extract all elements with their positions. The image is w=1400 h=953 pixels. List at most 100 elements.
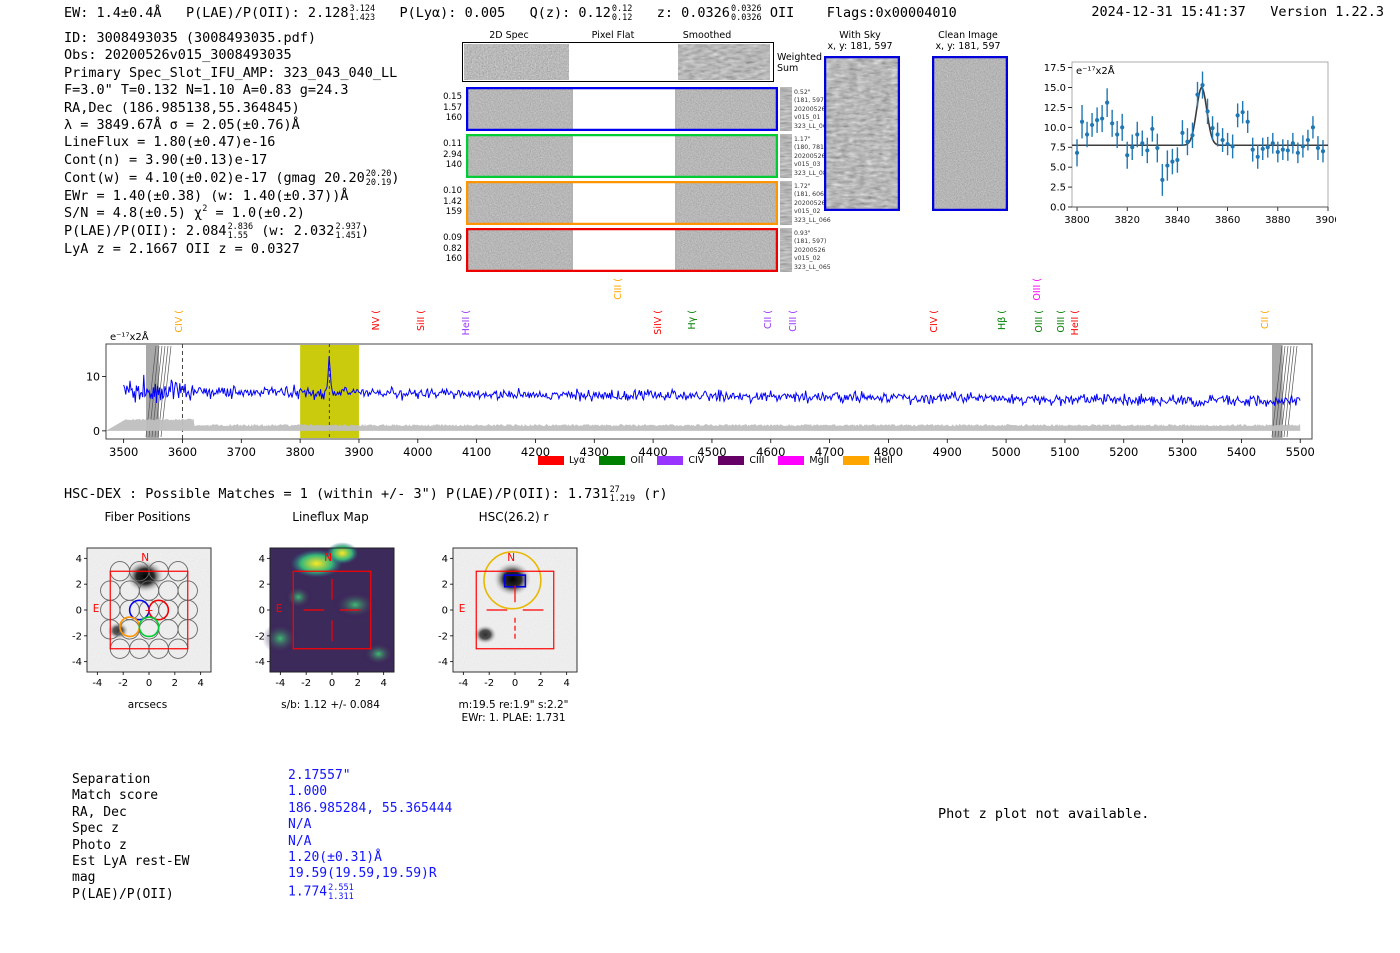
svg-text:-4: -4 (458, 678, 468, 689)
image-panel-title: Lineflux Map (292, 510, 369, 524)
svg-text:5.0: 5.0 (1050, 163, 1066, 174)
svg-text:3800: 3800 (285, 445, 314, 459)
svg-text:3800: 3800 (1064, 215, 1089, 226)
svg-text:4300: 4300 (580, 445, 609, 459)
svg-text:E: E (93, 603, 100, 615)
svg-text:5400: 5400 (1227, 445, 1256, 459)
svg-text:0: 0 (512, 678, 518, 689)
svg-text:7.5: 7.5 (1050, 143, 1066, 154)
svg-text:N: N (324, 552, 332, 564)
emission-line-label: SiIV ( (652, 310, 664, 335)
spec2d-title-smoothed: Smoothed (682, 30, 732, 41)
image-panel-plot: N E -4 -2 0 2 4 4 2 0 -2 -4 (255, 542, 395, 689)
qz-value: 0.12 (578, 4, 611, 21)
legend-swatch (599, 456, 626, 465)
version: Version 1.22.3 (1270, 4, 1384, 20)
param-obs: Obs: 20200526v015_3008493035 (64, 47, 292, 64)
fiber-left-stat: 0.10 (443, 186, 462, 196)
svg-text:4: 4 (442, 554, 448, 565)
svg-text:3880: 3880 (1265, 215, 1290, 226)
svg-text:0: 0 (76, 606, 82, 617)
fiber-2d-spectrum (466, 181, 778, 225)
z-hi: 0.0326 (730, 4, 762, 14)
svg-text:2.5: 2.5 (1050, 183, 1066, 194)
legend-label: OII (630, 455, 644, 466)
fiber-right-meta: 0.93" (794, 230, 811, 237)
svg-text:4: 4 (563, 678, 569, 689)
fiber-right-meta: (181, 597) (794, 97, 827, 105)
match-key: Spec z (72, 821, 119, 837)
svg-text:5100: 5100 (1050, 445, 1079, 459)
emission-line-label: CIII ( (612, 278, 624, 300)
svg-text:-2: -2 (255, 631, 265, 642)
match-value: 186.985284, 55.365444 (288, 800, 453, 816)
fiber-right-meta: v015_02 (794, 208, 821, 216)
plae-label: P(LAE)/P(OII): (185, 4, 300, 21)
legend-item: Lyα (538, 455, 585, 466)
param-specslot: Primary Spec_Slot_IFU_AMP: 323_043_040_L… (64, 64, 398, 81)
flags-value: Flags:0x00004010 (826, 4, 957, 21)
spec2d-title-2dspec: 2D Spec (489, 30, 529, 41)
fiber-right-meta: v015_01 (794, 114, 821, 122)
param-sn: S/N = 4.8(±0.5) χ2 = 1.0(±0.2) (64, 205, 399, 222)
qz-hi: 0.12 (611, 4, 633, 14)
svg-text:2: 2 (259, 580, 265, 591)
svg-text:0.0: 0.0 (1050, 203, 1066, 214)
param-seeing: F=3.0" T=0.132 N=1.10 A=0.83 g=24.3 (64, 82, 349, 99)
z-type: OII (769, 4, 795, 21)
cutout-image (932, 56, 1008, 211)
hsc-match-line: HSC-DEX : Possible Matches = 1 (within +… (64, 485, 668, 504)
fiber-left-stat: 1.57 (443, 102, 462, 113)
legend-label: HeII (874, 455, 893, 466)
param-ewr: EWr = 1.40(±0.38) (w: 1.40(±0.37))Å (64, 187, 349, 204)
fiber-2d-spectrum (466, 87, 778, 131)
ew-label: EW: (64, 4, 89, 21)
svg-text:2: 2 (442, 580, 448, 591)
fiber-left-stat: 0.15 (443, 92, 462, 102)
emission-line-plot: 0.0 2.5 5.0 7.5 10.0 12.5 15.0 17.5 3800 3820 3840… (1026, 52, 1341, 247)
emission-line-label: Hγ ( (687, 310, 699, 330)
match-value-text: 1.774 (288, 884, 328, 900)
legend-item: MgII (778, 455, 829, 466)
svg-text:2: 2 (172, 678, 178, 689)
svg-text:3900: 3900 (1315, 215, 1336, 226)
fiber-right-meta: 323_LL_085 (794, 169, 831, 177)
legend-label: CIII (749, 455, 765, 466)
svg-text:3900: 3900 (344, 445, 373, 459)
detection-parameters: ID: 3008493035 (3008493035.pdf) Obs: 202… (64, 30, 399, 258)
param-cont-w: Cont(w) = 4.10(±0.02)e-17 (gmag 20.20 20.… (64, 169, 399, 188)
fiber-right-meta: 1.72" (794, 183, 811, 190)
emission-line-label: CIV ( (173, 310, 185, 333)
match-key: Photo z (72, 837, 127, 853)
svg-text:4: 4 (259, 554, 265, 565)
ew-value: 1.4±0.4Å (96, 4, 162, 21)
plae-value: 2.128 (307, 4, 349, 21)
match-key: RA, Dec (72, 804, 127, 820)
svg-text:3820: 3820 (1114, 215, 1139, 226)
image-panel-plot: N E -4 -2 0 2 4 4 2 0 -2 -4 (438, 547, 578, 689)
fiber-weighted-strip (780, 228, 792, 272)
svg-text:-2: -2 (438, 631, 448, 642)
svg-text:3860: 3860 (1215, 215, 1240, 226)
fiber-weighted-strip (780, 87, 792, 131)
svg-text:-2: -2 (118, 678, 128, 689)
fiber-right-meta: v015_03 (794, 161, 821, 169)
legend-label: CIV (688, 455, 705, 466)
svg-text:N: N (507, 552, 515, 564)
match-value: N/A (288, 833, 312, 849)
full-spectrum-plot: 0 10 3500 3600 3700 3800 3900 4000 4100 4200 4300 4… (78, 272, 1318, 472)
image-panel-caption: m:19.5 re:1.9" s:2.2" (458, 699, 569, 711)
emission-line-label: CII ( (763, 310, 774, 329)
cutout-title: With Sky (839, 30, 881, 41)
fiber-right-meta: 20200526 (794, 246, 826, 254)
emission-line-chart: 0.0 2.5 5.0 7.5 10.0 12.5 15.0 17.5 3800 3820 3840… (1044, 61, 1341, 226)
param-id: ID: 3008493035 (3008493035.pdf) (64, 30, 316, 46)
legend-item: HeII (843, 455, 893, 466)
plae2-whi: 2.937 (335, 222, 362, 233)
plae2-post: ) (361, 223, 370, 240)
emission-line-label: SiII ( (415, 310, 427, 331)
svg-text:4800: 4800 (874, 445, 903, 459)
svg-text:4200: 4200 (521, 445, 550, 459)
svg-text:3700: 3700 (227, 445, 256, 459)
photz-unavailable-message: Phot z plot not available. (938, 806, 1150, 822)
